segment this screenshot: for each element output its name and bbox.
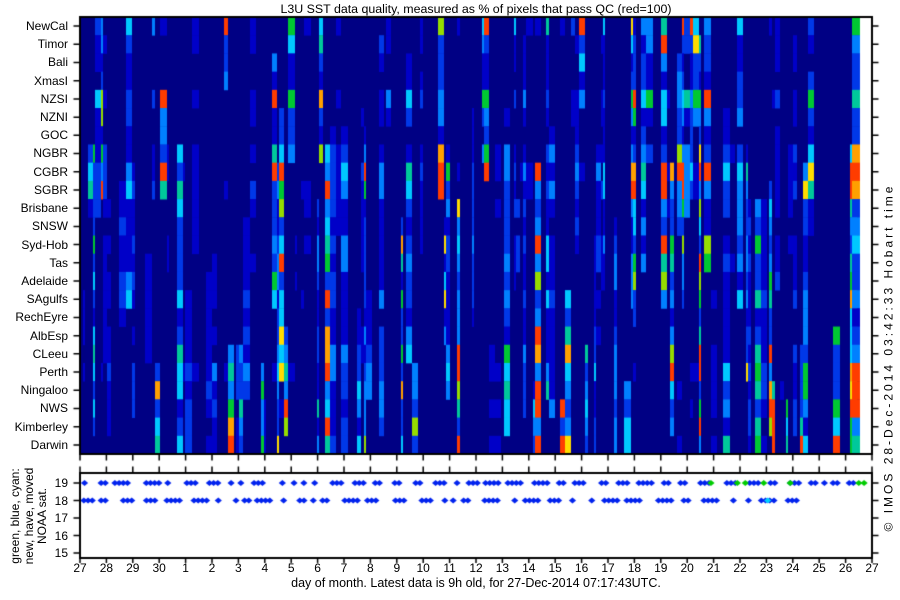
day-tick-label: 27 xyxy=(73,561,87,575)
heatmap-row-label: Timor xyxy=(37,37,68,52)
day-tick-label: 6 xyxy=(314,561,321,575)
day-tick-label: 5 xyxy=(287,561,295,575)
day-tick-label: 20 xyxy=(680,561,694,575)
heatmap-row-label: AlbEsp xyxy=(29,328,68,343)
day-tick-label: 28 xyxy=(99,561,114,575)
day-tick-label: 3 xyxy=(235,561,242,575)
heatmap-row-label: Adelaide xyxy=(21,273,68,288)
scatter-ytick-label: 19 xyxy=(54,476,68,490)
satellite-scatter-canvas xyxy=(72,465,880,566)
scatter-y-axis-label: green, blue, cyan: new, have, moved NOAA… xyxy=(8,459,51,573)
heatmap-row-label: GOC xyxy=(40,128,68,143)
heatmap-row-label: NewCal xyxy=(25,19,68,33)
scatter-y-axis-label-line2: new, have, moved xyxy=(21,467,36,565)
heatmap-row-label: NGBR xyxy=(33,146,68,161)
day-tick-label: 4 xyxy=(261,561,269,575)
day-tick-label: 2 xyxy=(208,561,216,575)
day-tick-label: 29 xyxy=(126,561,140,575)
heatmap-row-label: Ningaloo xyxy=(20,383,68,398)
heatmap-row-label: SAgulfs xyxy=(26,292,68,307)
day-tick-label: 21 xyxy=(706,561,721,575)
day-tick-label: 11 xyxy=(443,561,456,575)
scatter-ytick-label: 17 xyxy=(54,511,68,525)
heatmap-row-label: NZNI xyxy=(40,110,68,125)
day-tick-label: 26 xyxy=(838,561,853,575)
day-tick-label: 24 xyxy=(786,561,800,575)
x-axis-label: day of month. Latest data is 9h old, for… xyxy=(291,576,661,590)
day-tick-label: 19 xyxy=(654,561,668,575)
heatmap-row-label: Bali xyxy=(47,55,68,70)
heatmap-row-label: CLeeu xyxy=(32,346,68,361)
day-tick-label: 17 xyxy=(601,561,615,575)
day-tick-label: 27 xyxy=(865,561,879,575)
day-tick-label: 9 xyxy=(393,561,401,575)
scatter-y-axis-label-line1: green, blue, cyan: xyxy=(8,468,22,564)
heatmap-row-label: XmasI xyxy=(33,73,68,88)
heatmap-row-label: SNSW xyxy=(32,219,68,234)
day-tick-label: 8 xyxy=(367,561,374,575)
day-tick-label: 15 xyxy=(548,561,562,575)
day-tick-label: 18 xyxy=(627,561,642,575)
day-tick-label: 1 xyxy=(182,561,189,575)
day-tick-label: 23 xyxy=(759,561,774,575)
day-tick-label: 13 xyxy=(495,561,510,575)
day-tick-label: 22 xyxy=(733,561,747,575)
heatmap-row-label: NWS xyxy=(40,401,68,416)
heatmap-row-label: Darwin xyxy=(30,437,68,452)
day-tick-label: 12 xyxy=(469,561,483,575)
scatter-ytick-label: 15 xyxy=(54,546,68,560)
heatmap-row-label: SGBR xyxy=(33,182,68,197)
day-tick-label: 7 xyxy=(340,561,348,575)
heatmap-row-label: Brisbane xyxy=(20,201,68,216)
day-tick-label: 30 xyxy=(152,561,166,575)
heatmap-row-label: Perth xyxy=(39,364,68,379)
copyright-caption: © IMOS 28-Dec-2014 03:42:33 Hobart time xyxy=(881,183,896,532)
scatter-ytick-label: 16 xyxy=(54,528,68,543)
day-tick-label: 25 xyxy=(812,561,826,575)
day-tick-label: 14 xyxy=(522,561,536,575)
heatmap-row-label: Syd-Hob xyxy=(21,237,68,252)
day-tick-label: 16 xyxy=(574,561,589,575)
heatmap-row-label: RechEyre xyxy=(15,310,68,325)
heatmap-row-label: Kimberley xyxy=(14,419,68,434)
heatmap-canvas xyxy=(72,9,880,462)
heatmap-row-label: CGBR xyxy=(33,164,68,179)
scatter-ytick-label: 18 xyxy=(54,493,68,508)
scatter-y-axis-label-line3: NOAA sat. xyxy=(35,487,49,545)
day-tick-label: 10 xyxy=(416,561,430,575)
heatmap-row-label: Tas xyxy=(49,255,68,270)
heatmap-row-label: NZSI xyxy=(40,91,68,106)
